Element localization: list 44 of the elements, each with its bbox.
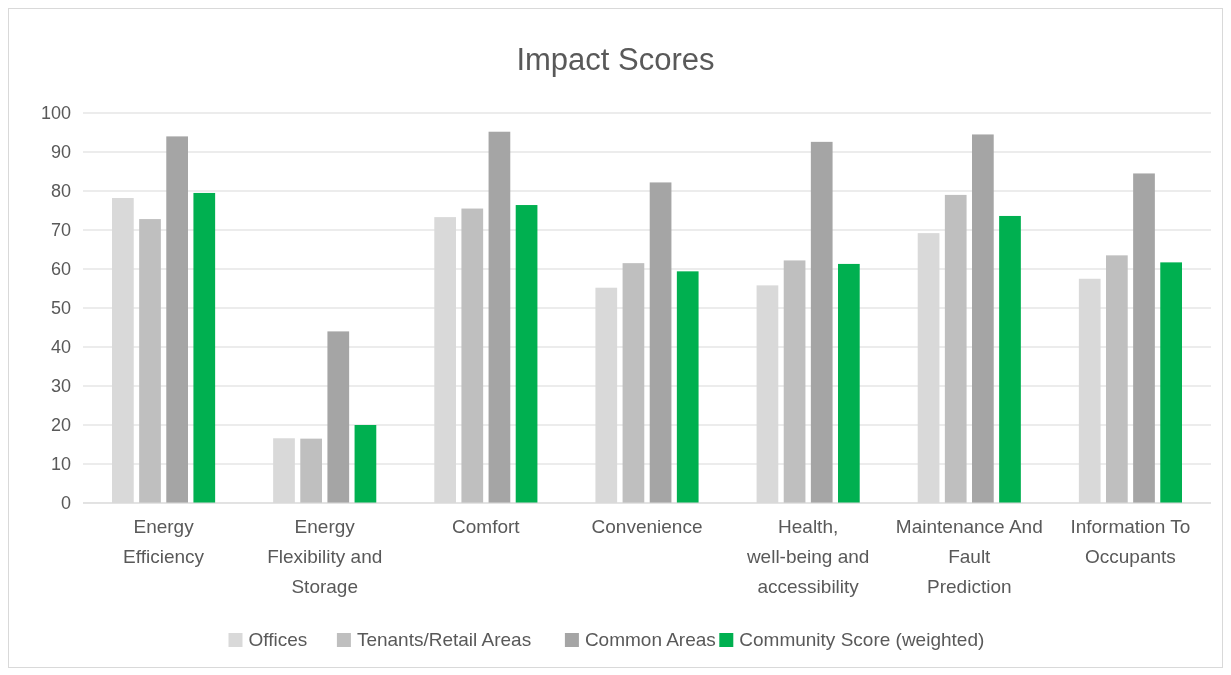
bar [1106,255,1128,503]
y-tick-label: 100 [40,103,71,124]
bar [810,141,833,503]
y-tick-label: 50 [50,298,71,319]
bar [972,134,994,503]
bar [515,205,538,503]
y-tick-label: 80 [50,181,71,202]
x-tick-label: Health, well-being and accessibility [745,516,870,597]
y-tick-label: 10 [50,454,71,475]
bar [300,438,322,503]
legend-label: Community Score (weighted) [739,629,985,650]
x-tick-label: Energy Efficiency [123,516,205,567]
x-tick-label: Comfort [452,516,521,537]
x-tick-label: Convenience [591,516,703,537]
bar [354,425,377,503]
y-tick-label: 0 [60,493,71,514]
bar [944,194,967,503]
bar [649,182,672,503]
y-tick-label: 60 [50,259,71,280]
chart-title: Impact Scores [516,42,715,77]
bar [139,219,161,503]
y-tick-label: 20 [50,415,71,436]
bar [838,263,860,503]
x-tick-label: Maintenance And Fault Prediction [895,516,1043,597]
legend-label: Common Areas [584,629,716,650]
bar [999,215,1021,503]
bar [676,271,699,503]
bar [166,136,188,503]
bar [1133,173,1155,503]
bar [622,263,645,503]
bar [461,208,484,503]
bar [1160,262,1182,503]
bar [488,131,511,503]
y-tick-label: 70 [50,220,71,241]
bar [193,192,216,503]
bar [783,260,806,503]
x-tick-label: Energy Flexibility and Storage [267,516,383,597]
x-tick-label: Information To Occupants [1070,516,1191,567]
y-tick-label: 40 [50,337,71,358]
y-tick-label: 30 [50,376,71,397]
legend-label: Offices [248,629,308,650]
bar [327,331,350,503]
legend-label: Tenants/Retail Areas [356,629,532,650]
y-tick-label: 90 [50,142,71,163]
